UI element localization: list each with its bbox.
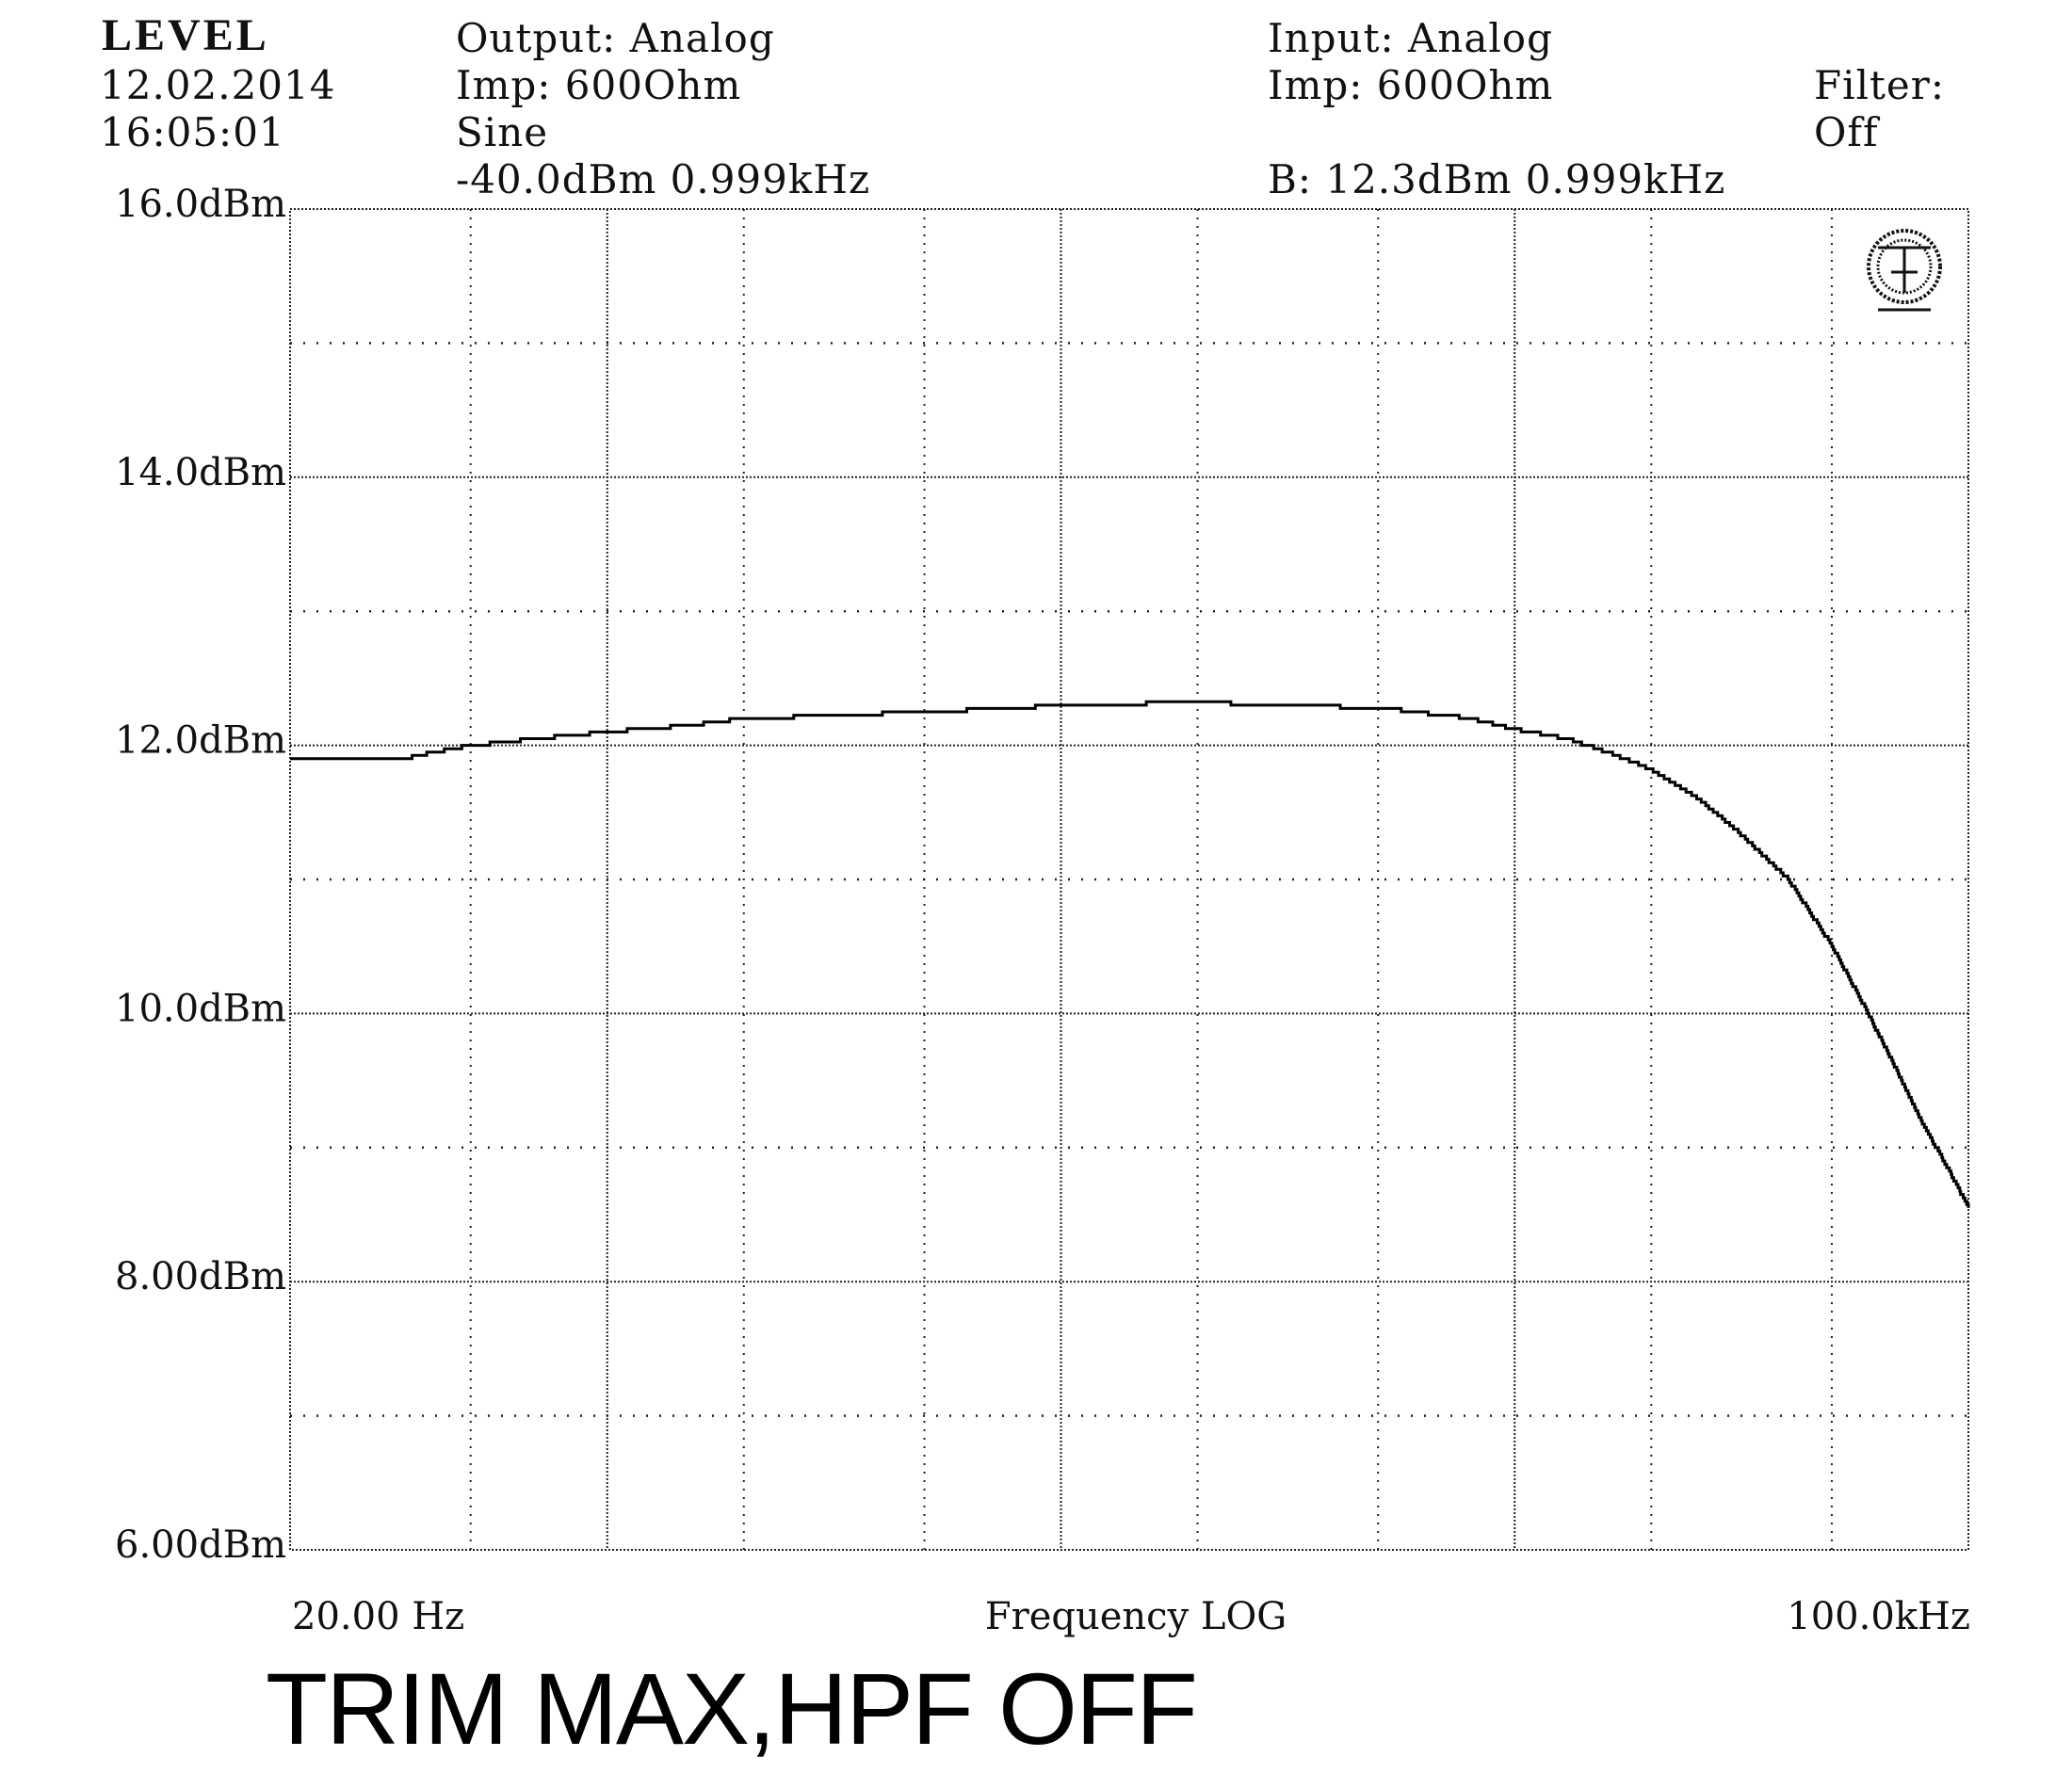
input-reading-label: B: 12.3dBm 0.999kHz — [1268, 156, 1726, 202]
measurement-title: LEVEL — [102, 10, 269, 60]
y-tick-label: 14.0dBm — [115, 451, 286, 494]
y-tick-label: 6.00dBm — [115, 1523, 286, 1567]
chart-grid — [289, 208, 1969, 1551]
date-label: 12.02.2014 — [100, 62, 336, 108]
output-source-label: Output: Analog — [456, 15, 775, 61]
output-level-label: -40.0dBm 0.999kHz — [456, 156, 871, 202]
input-source-label: Input: Analog — [1268, 15, 1553, 61]
x-tick-label-start: 20.00 Hz — [292, 1595, 464, 1638]
filter-value: Off — [1814, 109, 1879, 155]
series-line-0 — [290, 700, 1970, 1208]
x-axis-label: Frequency LOG — [985, 1595, 1287, 1638]
y-tick-label: 10.0dBm — [115, 987, 286, 1030]
y-tick-label: 16.0dBm — [115, 183, 286, 226]
y-axis-ticks: 16.0dBm 14.0dBm 12.0dBm 10.0dBm 8.00dBm 6.00d… — [115, 183, 286, 1567]
input-impedance-label: Imp: 600Ohm — [1268, 62, 1554, 108]
instrument-logo-icon — [1867, 229, 1942, 312]
measurement-caption: TRIM MAX,HPF OFF — [266, 1652, 1198, 1765]
plot-area — [290, 700, 1970, 1208]
output-impedance-label: Imp: 600Ohm — [456, 62, 742, 108]
output-waveform-label: Sine — [456, 109, 549, 155]
filter-label: Filter: — [1814, 62, 1945, 108]
y-tick-label: 12.0dBm — [115, 719, 286, 763]
x-tick-label-end: 100.0kHz — [1787, 1595, 1970, 1638]
y-tick-label: 8.00dBm — [115, 1255, 286, 1298]
time-label: 16:05:01 — [100, 109, 285, 155]
